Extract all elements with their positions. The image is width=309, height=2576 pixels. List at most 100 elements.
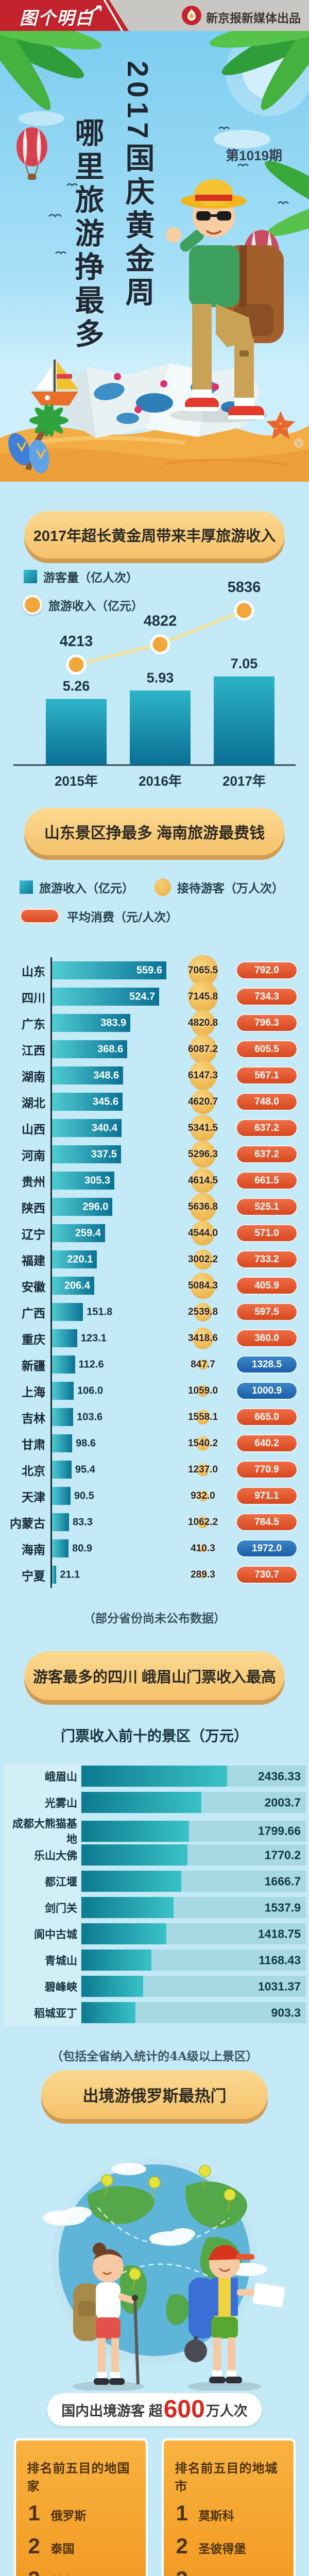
income-bar-cell: 259.4 [50,1220,174,1246]
province-label: 广东 [22,1017,45,1031]
visitors-bubble-icon [191,1168,215,1193]
income-value: 4213 [60,633,93,650]
income-bar-cell: 368.6 [50,1036,174,1062]
ticket-bar [81,1844,187,1866]
visitors-bubble-icon [200,1571,206,1578]
banner-prefix: 国内出境游客 超 [61,2403,163,2419]
income-bar: 83.3 [52,1513,93,1531]
ranking-item: 3 曼谷 [176,2568,294,2576]
visitors-cell: 4620.7 [174,1089,232,1115]
income-bar-cell: 83.3 [50,1509,174,1535]
income-bar-cell: 90.5 [50,1483,174,1509]
hero-illustration [0,31,309,482]
avg-consumption-pill: 784.5 [237,1514,297,1530]
avg-cell: 525.1 [232,1199,300,1215]
province-label: 湖南 [22,1070,45,1083]
income-value: 83.3 [73,1516,93,1528]
cities-card: 排名前五目的地城市 1 莫斯科 2 圣彼得堡 3 曼谷 4 芭提雅 5 新加坡城 [161,2438,296,2576]
visitors-cell: 7065.5 [174,955,232,986]
income-bar: 112.6 [52,1355,104,1374]
income-bar-cell: 305.3 [50,1167,174,1194]
province-label: 福建 [22,1253,45,1267]
province-row: 天津 90.5 932.0 971.1 [4,1483,306,1509]
ticket-value: 2003.7 [264,1795,301,1809]
rank-number: 3 [176,2568,199,2576]
visitors-cell: 3418.6 [174,1325,232,1351]
visitors-cell: 7145.8 [174,981,232,1012]
visitors-value: 6147.3 [187,1070,218,1081]
legend-prov-visitors: 接待游客（万人次） [154,878,284,896]
avg-consumption-pill: 665.0 [237,1409,297,1425]
income-bar: 106.0 [52,1382,103,1400]
income-bar-cell: 206.4 [50,1273,174,1299]
ticket-chart: 峨眉山 2436.33 光雾山 2003.7 成都大熊猫基地 1799.66 乐… [4,1763,306,2026]
visitors-cell: 6147.3 [174,1061,232,1090]
ticket-value: 1168.43 [259,1953,301,1967]
province-label: 甘肃 [22,1437,45,1451]
ticket-bar-track: 2436.33 [81,1766,306,1787]
rank-name: 莫斯科 [198,2509,234,2522]
visitors-cell: 5084.3 [174,1272,232,1299]
globe-illustration [43,2159,285,2391]
province-row: 广西 151.8 2539.8 597.5 [4,1299,306,1325]
province-label: 上海 [22,1385,45,1399]
scenic-spot-label: 光雾山 [45,1797,77,1809]
income-value: 368.6 [97,1043,124,1055]
income-bar-cell: 95.4 [50,1456,174,1483]
avg-consumption-pill: 637.2 [237,1146,297,1162]
legend-prov-avg: 平均消费（元/人次） [20,907,298,925]
visitors-value: 5.93 [147,670,174,685]
avg-cell: 665.0 [232,1409,300,1425]
visitors-bubble-icon [191,1089,215,1114]
cities-card-title: 排名前五目的地城市 [175,2462,278,2494]
scenic-spot-row: 阆中古城 1418.75 [4,1921,306,1947]
income-bar: 95.4 [52,1461,95,1479]
visitors-bubble-icon [190,1141,216,1168]
scenic-spot-row: 稻城亚丁 903.3 [4,1999,306,2026]
scenic-spot-label: 阆中古城 [34,1928,77,1941]
teal-swatch-icon [24,570,37,583]
province-row: 北京 95.4 1237.0 770.9 [4,1456,306,1483]
avg-cell: 405.9 [232,1278,300,1294]
starfish-icon [266,411,303,448]
visitors-value: 1558.1 [187,1411,218,1422]
scenic-spot-row: 光雾山 2003.7 [4,1789,306,1816]
income-value: 90.5 [74,1490,94,1501]
red-pill-icon [20,908,60,924]
visitors-value: 7.05 [231,656,258,671]
visitors-value: 410.3 [191,1543,215,1554]
province-row: 新疆 112.6 847.7 1328.5 [4,1351,306,1378]
scenic-spot-label: 稻城亚丁 [34,2007,77,2020]
visitors-cell: 410.3 [174,1535,232,1562]
province-row: 贵州 305.3 4614.5 661.5 [4,1167,306,1194]
province-label: 安徽 [22,1280,45,1294]
ticket-value: 903.3 [271,2006,301,2019]
avg-cell: 661.5 [232,1173,300,1189]
income-bar: 345.6 [52,1093,123,1111]
province-label: 河南 [22,1148,45,1162]
income-value: 98.6 [76,1437,96,1449]
income-bar: 340.4 [52,1119,122,1137]
traveler-left [72,2243,144,2391]
income-bar-cell: 123.1 [50,1325,174,1351]
province-label: 重庆 [22,1332,45,1346]
ticket-value: 2436.33 [258,1769,301,1783]
avg-cell: 733.2 [232,1251,300,1267]
visitors-value: 1237.0 [187,1464,218,1475]
income-bar-cell: 151.8 [50,1299,174,1325]
visitors-bubble-icon [197,1516,209,1529]
avg-consumption-pill: 567.1 [237,1067,297,1083]
ticket-bar [81,1792,202,1813]
province-row: 湖南 348.6 6147.3 567.1 [4,1061,306,1090]
masthead-logo: 图个明白 [20,9,94,28]
ticket-bar [81,1923,167,1944]
scenic-spot-row: 青城山 1168.43 [4,1947,306,1973]
legend-income: 旅游收入（亿元） [23,595,143,615]
birds-icon [48,126,289,255]
province-row: 宁夏 21.1 289.3 730.7 [4,1562,306,1588]
income-value: 340.4 [91,1122,118,1133]
ticket-value: 1031.37 [258,1979,301,1993]
income-value: 151.8 [87,1306,113,1317]
province-row: 海南 80.9 410.3 1972.0 [4,1535,306,1562]
